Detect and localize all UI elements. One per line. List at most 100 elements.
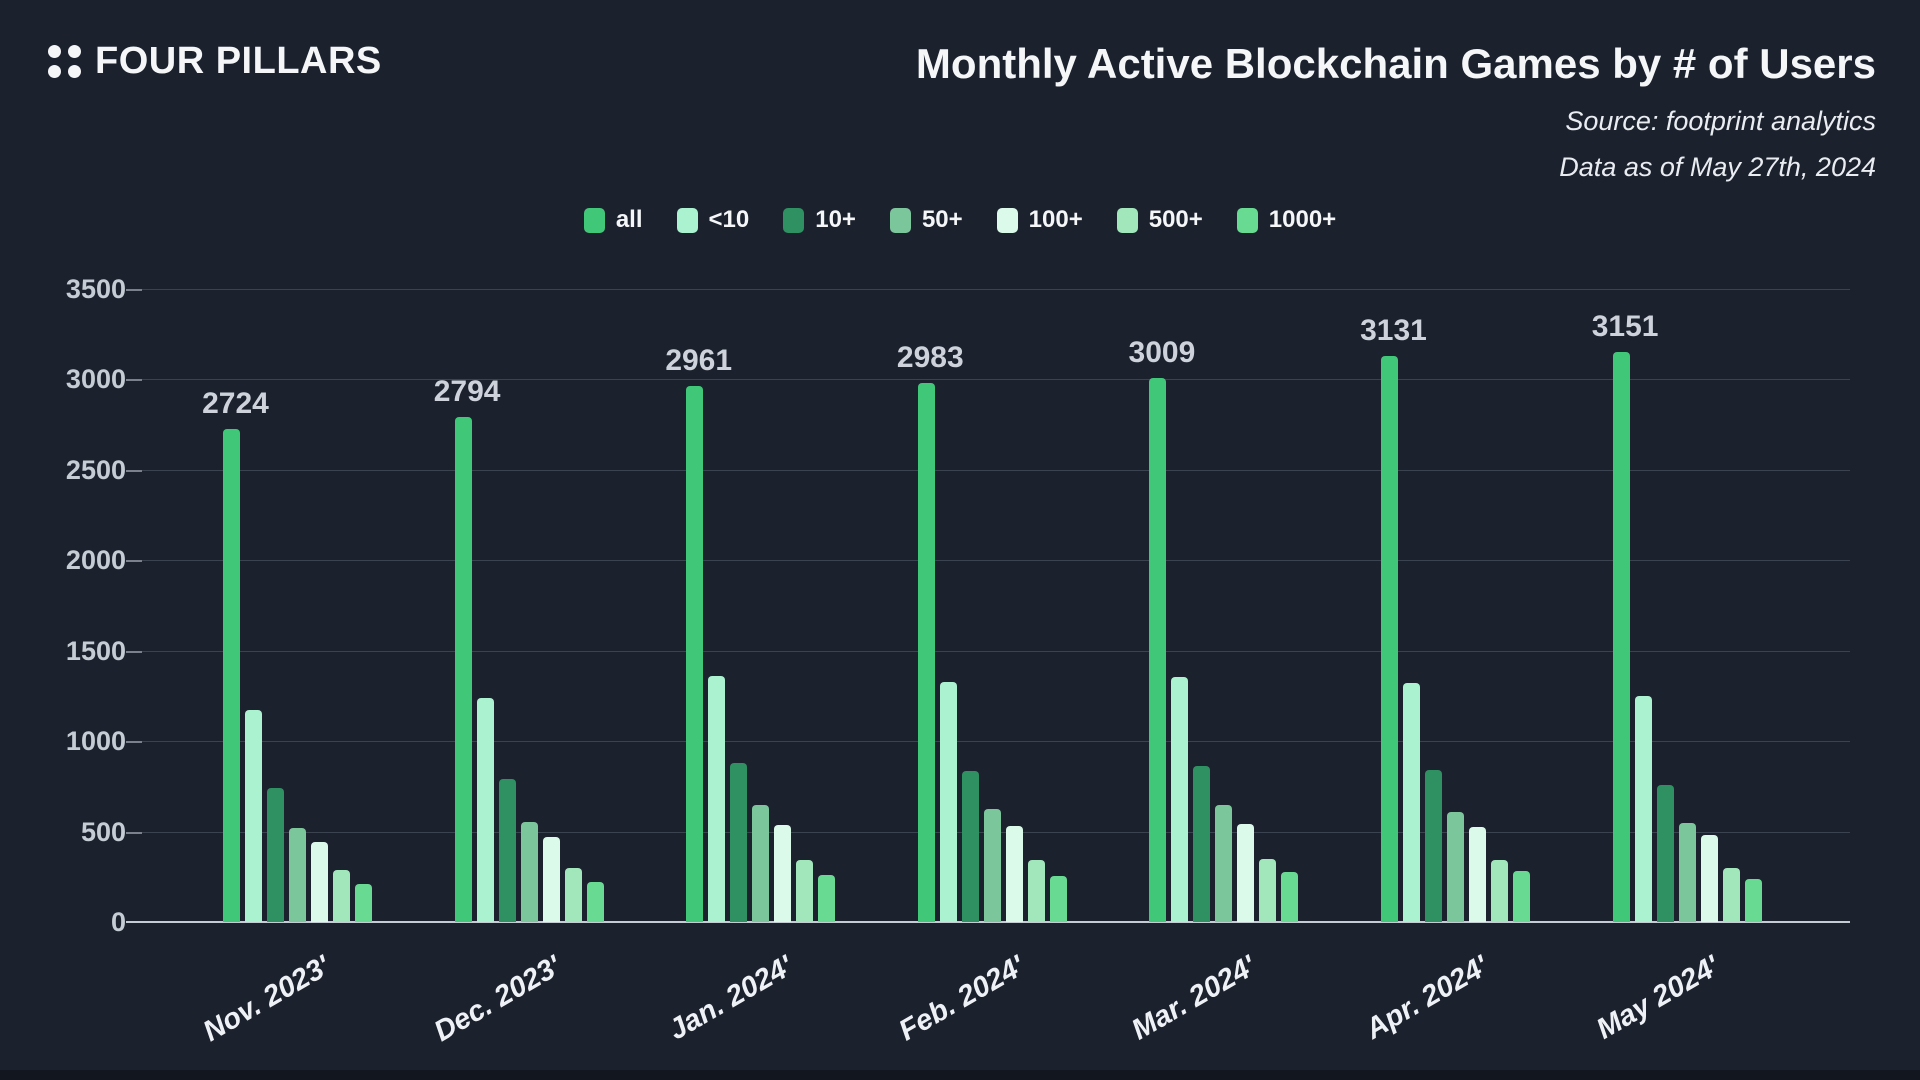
bar-all xyxy=(1612,352,1630,922)
gridline xyxy=(142,379,1850,381)
gridline xyxy=(142,650,1850,652)
bar-value-label: 2724 xyxy=(202,387,269,421)
bar-500 xyxy=(1491,859,1508,922)
bar-50 xyxy=(1678,822,1696,922)
bar-100 xyxy=(1237,824,1255,922)
y-axis-tick xyxy=(126,650,142,653)
bar-1000 xyxy=(1049,875,1067,922)
y-axis-tick xyxy=(126,741,142,744)
bar-500 xyxy=(333,870,350,922)
legend-item-10: <10 xyxy=(676,206,750,234)
bar-1000 xyxy=(355,884,372,922)
legend-swatch xyxy=(583,207,605,233)
bar-value-label: 3131 xyxy=(1360,313,1427,347)
legend: all <10 10+ 50+ 100+ 500+ 1000+ xyxy=(0,206,1920,234)
legend-label: <10 xyxy=(708,206,750,233)
bar-50 xyxy=(1215,805,1233,922)
legend-label: 50+ xyxy=(921,206,963,233)
y-axis-tick xyxy=(126,469,142,472)
bar-10 xyxy=(1171,676,1189,922)
bar-500 xyxy=(564,867,582,922)
legend-swatch xyxy=(676,207,698,233)
bar-all xyxy=(917,382,935,922)
y-axis-tick xyxy=(126,379,142,382)
x-axis-line xyxy=(126,921,1850,923)
bar-1000 xyxy=(1281,872,1299,922)
legend-item-500: 500+ xyxy=(1116,206,1203,234)
y-tick-label: 2500 xyxy=(65,454,126,485)
bar-10 xyxy=(939,682,957,922)
legend-item-all: all xyxy=(583,206,643,234)
bar-all xyxy=(1149,377,1167,922)
bar-value-label: 3009 xyxy=(1128,335,1196,369)
y-axis-labels: 0 500 1000 1500 2000 2500 3000 3500 xyxy=(0,274,126,937)
bar-1000 xyxy=(1744,878,1762,922)
legend-item-10: 10+ xyxy=(783,206,856,234)
gridline xyxy=(142,741,1850,743)
bar-500 xyxy=(1259,858,1277,922)
y-tick-label: 1000 xyxy=(65,726,126,757)
bar-value-label: 2794 xyxy=(433,374,501,408)
y-tick-label: 3500 xyxy=(65,274,126,304)
y-tick-label: 500 xyxy=(80,816,126,847)
y-tick-label: 0 xyxy=(110,907,126,937)
bar-all xyxy=(1381,355,1398,922)
bar-500 xyxy=(796,859,814,922)
bar-50 xyxy=(520,821,538,922)
gridline xyxy=(142,469,1850,471)
legend-swatch xyxy=(1236,207,1258,233)
legend-swatch xyxy=(783,207,805,233)
plot-area: 2724 Nov. 2023' 2794 Dec. 2023' 2961 Jan. 202… xyxy=(126,289,1850,1048)
bar-10 xyxy=(730,762,748,922)
legend-label: 500+ xyxy=(1148,206,1203,233)
chart-title: Monthly Active Blockchain Games by # of … xyxy=(915,40,1876,87)
bar-100 xyxy=(1005,826,1023,922)
bar-50 xyxy=(752,805,770,922)
bar-50 xyxy=(1447,811,1464,922)
bar-10 xyxy=(267,788,284,922)
bar-50 xyxy=(289,827,306,922)
bar-10 xyxy=(1193,765,1211,922)
legend-swatch xyxy=(1116,207,1138,233)
bar-10 xyxy=(1425,770,1442,922)
bar-10 xyxy=(961,770,979,922)
bar-10 xyxy=(1634,695,1652,922)
legend-item-50: 50+ xyxy=(889,206,963,234)
bar-1000 xyxy=(586,882,604,922)
legend-item-1000: 1000+ xyxy=(1236,206,1337,234)
logo-text: FOUR PILLARS xyxy=(95,40,382,82)
data-asof-caption: Data as of May 27th, 2024 xyxy=(1559,152,1876,182)
y-tick-label: 2000 xyxy=(65,545,126,576)
bar-all xyxy=(223,429,240,922)
source-caption: Source: footprint analytics xyxy=(1565,106,1876,136)
y-axis-tick xyxy=(126,831,142,834)
bar-10 xyxy=(245,710,262,922)
bar-100 xyxy=(311,842,328,922)
bar-100 xyxy=(774,825,792,922)
gridline xyxy=(142,560,1850,562)
bar-value-label: 3151 xyxy=(1591,310,1659,344)
bar-50 xyxy=(983,808,1001,922)
bottom-strip xyxy=(0,1070,1920,1080)
y-tick-label: 1500 xyxy=(65,635,126,666)
bar-10 xyxy=(1656,785,1674,922)
legend-label: 1000+ xyxy=(1268,206,1337,233)
bar-10 xyxy=(498,779,516,922)
legend-label: all xyxy=(615,206,643,233)
legend-swatch xyxy=(996,207,1018,233)
bar-all xyxy=(686,386,704,922)
legend-label: 100+ xyxy=(1028,206,1083,233)
bar-100 xyxy=(1700,835,1718,922)
y-axis-tick xyxy=(126,289,142,291)
bar-10 xyxy=(708,676,726,922)
bar-1000 xyxy=(1513,871,1530,922)
bar-10 xyxy=(476,697,494,922)
four-pillars-logo: FOUR PILLARS xyxy=(48,40,382,83)
legend-label: 10+ xyxy=(815,206,856,233)
legend-item-100: 100+ xyxy=(996,206,1083,234)
bar-value-label: 2961 xyxy=(665,344,733,378)
bar-100 xyxy=(542,837,560,922)
bar-value-label: 2983 xyxy=(896,340,964,374)
y-axis-tick xyxy=(126,560,142,563)
